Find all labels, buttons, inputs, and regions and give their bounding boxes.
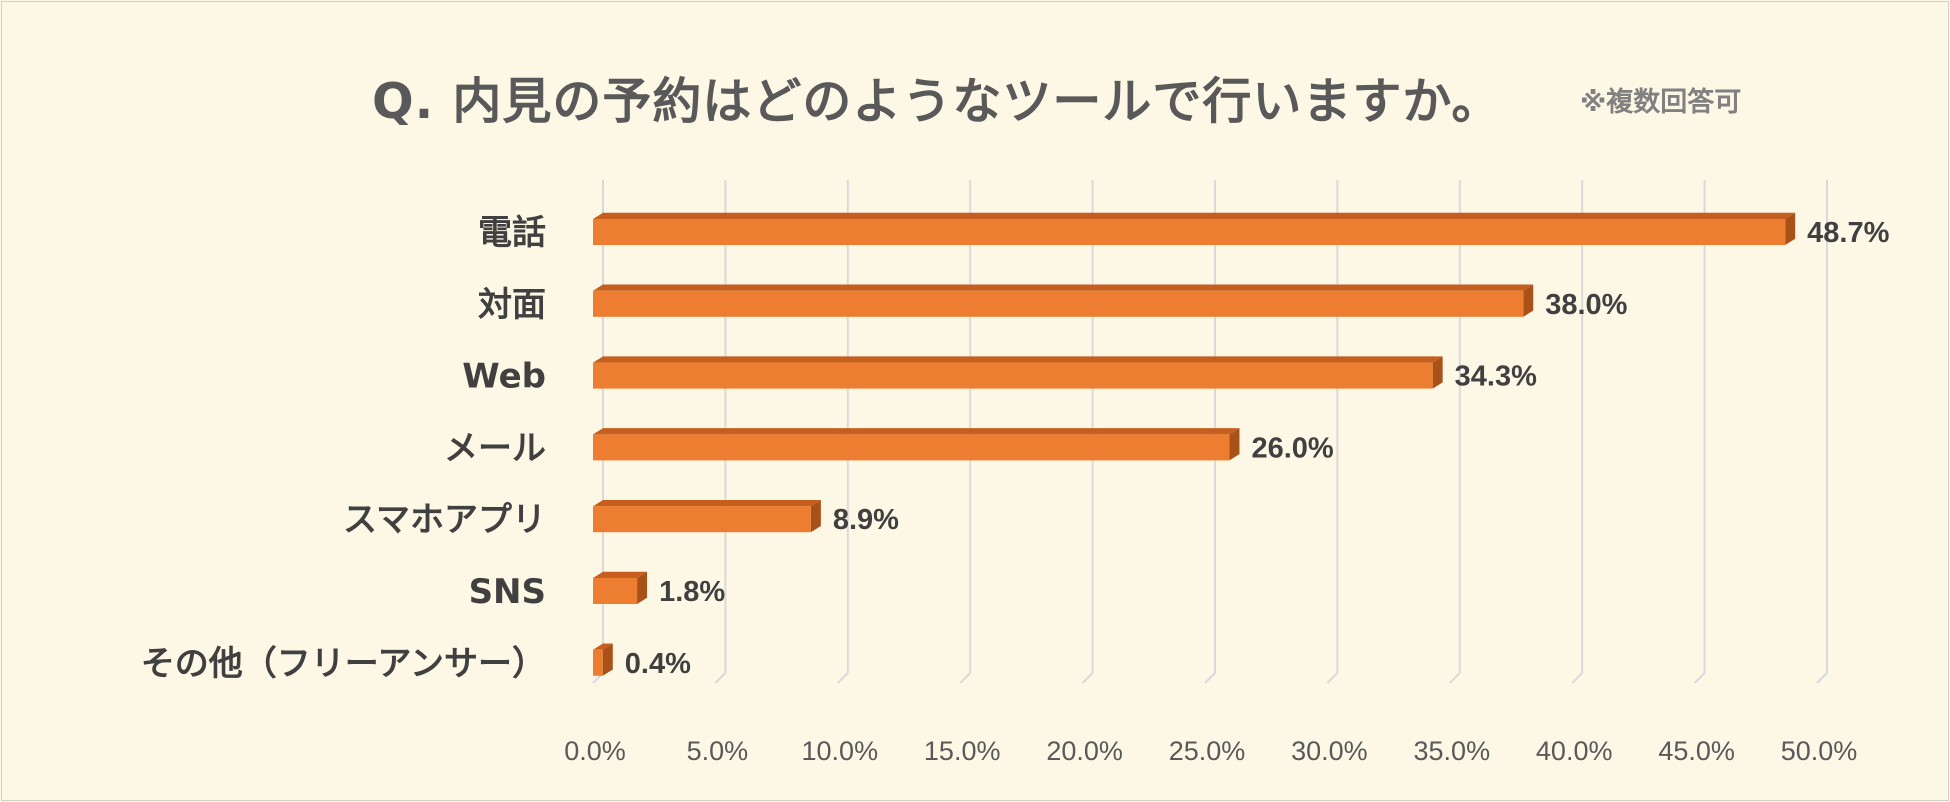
bar	[593, 578, 638, 604]
bar	[593, 219, 1786, 245]
gridline-foot	[959, 672, 971, 684]
bar	[593, 290, 1524, 317]
category-label: 対面	[478, 285, 546, 325]
chart-title: Q. 内見の予約はどのようなツールで行いますか。	[372, 73, 1502, 130]
x-tick-label: 25.0%	[1169, 736, 1246, 766]
gridline-foot	[837, 672, 849, 684]
category-label: その他（フリーアンサー）	[141, 644, 546, 684]
gridline-foot	[1204, 672, 1216, 684]
bar-side	[1229, 428, 1240, 461]
gridline-foot	[1693, 672, 1706, 684]
value-label: 1.8%	[659, 576, 725, 608]
gridline-foot	[1326, 672, 1339, 684]
bars	[593, 212, 1796, 676]
gridline-foot	[1816, 672, 1828, 684]
value-label: 0.4%	[625, 648, 691, 680]
bar	[593, 649, 603, 676]
bar-top	[593, 643, 613, 650]
x-tick-label: 50.0%	[1781, 736, 1858, 766]
x-tick-label: 15.0%	[924, 736, 1001, 766]
bar-side	[810, 499, 821, 533]
value-label: 38.0%	[1545, 289, 1627, 321]
gridline-foot	[1571, 672, 1583, 684]
value-label: 34.3%	[1455, 361, 1537, 393]
gridline-foot	[1081, 672, 1094, 684]
gridline-foot	[714, 672, 727, 684]
bar-top	[593, 499, 821, 507]
x-tick-label: 35.0%	[1414, 736, 1491, 766]
bar-top	[593, 212, 1796, 219]
bar-top	[593, 428, 1240, 435]
bar-side	[602, 643, 613, 676]
value-label: 26.0%	[1251, 432, 1333, 464]
value-label: 8.9%	[833, 504, 899, 536]
value-label: 48.7%	[1807, 217, 1889, 249]
x-axis-ticks: 0.0% 5.0% 10.0% 15.0% 20.0% 25.0% 30.0% 35.0% 40…	[564, 736, 1857, 766]
bar-side	[637, 571, 648, 604]
x-tick-label: 10.0%	[802, 736, 879, 766]
x-tick-label: 20.0%	[1046, 736, 1123, 766]
bar-top	[593, 284, 1534, 291]
bar	[593, 434, 1230, 461]
x-tick-label: 40.0%	[1536, 736, 1613, 766]
bar-side	[1523, 284, 1534, 317]
value-labels: 48.7% 38.0% 34.3% 26.0% 8.9% 1.8% 0.4%	[625, 217, 1890, 680]
category-label: 電話	[478, 213, 546, 253]
category-label: スマホアプリ	[343, 500, 546, 540]
category-label: Web	[462, 357, 546, 397]
bar-side	[1432, 356, 1443, 389]
bar	[593, 362, 1433, 389]
x-tick-label: 0.0%	[564, 736, 626, 766]
bar-side	[1785, 212, 1796, 245]
x-tick-label: 30.0%	[1291, 736, 1368, 766]
gridline-foot	[1449, 672, 1461, 684]
chart-note: ※複数回答可	[1580, 87, 1742, 118]
category-label: SNS	[469, 572, 546, 612]
bar	[593, 506, 811, 533]
bar-top	[593, 356, 1443, 363]
bar-top	[593, 571, 648, 578]
category-label: メール	[444, 428, 546, 468]
x-tick-label: 45.0%	[1658, 736, 1735, 766]
x-tick-label: 5.0%	[687, 736, 749, 766]
